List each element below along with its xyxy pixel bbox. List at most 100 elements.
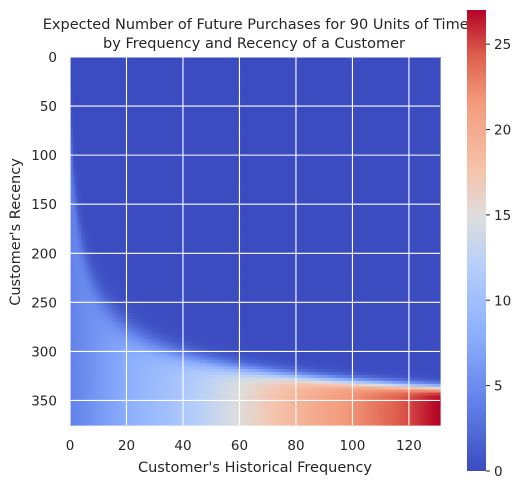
heatmap-cell	[123, 83, 128, 88]
heatmap-cell	[78, 68, 82, 73]
heatmap-cell	[394, 86, 399, 90]
heatmap-cell	[233, 107, 238, 111]
heatmap-cell	[166, 89, 170, 93]
heatmap-cell	[301, 89, 306, 93]
heatmap-cell	[346, 107, 351, 111]
heatmap-cell	[414, 71, 418, 76]
heatmap-cell	[310, 107, 314, 111]
heatmap-cell	[279, 74, 283, 79]
heatmap-cell	[380, 107, 385, 111]
heatmap-cell	[182, 68, 187, 73]
heatmap-cell	[228, 98, 232, 102]
heatmap-cell	[307, 59, 311, 64]
heatmap-cell	[146, 101, 150, 105]
heatmap-cell	[312, 107, 317, 111]
heatmap-cell	[403, 101, 407, 105]
heatmap-cell	[420, 65, 424, 70]
heatmap-cell	[242, 86, 246, 90]
heatmap-cell	[259, 65, 263, 70]
heatmap-cell	[428, 65, 433, 70]
heatmap-cell	[295, 62, 300, 67]
heatmap-cell	[247, 89, 252, 93]
heatmap-cell	[211, 101, 215, 105]
heatmap-cell	[168, 80, 173, 85]
heatmap-cell	[89, 77, 94, 82]
heatmap-cell	[109, 86, 113, 90]
heatmap-cell	[312, 98, 317, 102]
heatmap-cell	[259, 80, 263, 85]
heatmap-cell	[98, 68, 102, 73]
heatmap-cell	[95, 62, 99, 67]
heatmap-cell	[279, 59, 283, 64]
heatmap-cell	[295, 101, 300, 105]
heatmap-cell	[247, 95, 252, 99]
heatmap-cell	[239, 101, 243, 105]
heatmap-cell	[321, 101, 325, 105]
heatmap-cell	[185, 80, 190, 85]
heatmap-cell	[420, 74, 424, 79]
heatmap-cell	[98, 59, 102, 64]
heatmap-cell	[222, 59, 226, 64]
heatmap-cell	[394, 74, 399, 79]
heatmap-cell	[386, 62, 390, 67]
heatmap-cell	[411, 107, 416, 111]
heatmap-cell	[222, 74, 226, 79]
heatmap-cell	[120, 109, 125, 114]
heatmap-cell	[301, 71, 306, 76]
heatmap-cell	[250, 74, 255, 79]
heatmap-cell	[349, 101, 354, 105]
heatmap-cell	[360, 83, 365, 88]
heatmap-cell	[389, 86, 393, 90]
heatmap-cell	[157, 57, 161, 61]
heatmap-cell	[394, 95, 399, 99]
heatmap-cell	[417, 80, 421, 85]
heatmap-cell	[290, 65, 294, 70]
heatmap-cell	[253, 86, 258, 90]
heatmap-cell	[408, 98, 413, 102]
heatmap-cell	[304, 101, 308, 105]
heatmap-cell	[89, 65, 94, 70]
heatmap-cell	[199, 57, 204, 61]
heatmap-cell	[163, 59, 167, 64]
heatmap-cell	[281, 65, 286, 70]
heatmap-cell	[120, 98, 125, 102]
heatmap-cell	[157, 101, 161, 105]
heatmap-cell	[182, 86, 187, 90]
heatmap-cell	[259, 101, 263, 105]
heatmap-cell	[431, 74, 435, 79]
heatmap-cell	[208, 95, 212, 99]
heatmap-cell	[298, 77, 303, 82]
heatmap-cell	[202, 98, 207, 102]
heatmap-cell	[397, 95, 402, 99]
heatmap-cell	[352, 80, 356, 85]
heatmap-cell	[70, 89, 74, 93]
heatmap-cell	[230, 92, 235, 96]
heatmap-cell	[406, 101, 410, 105]
heatmap-cell	[380, 95, 385, 99]
heatmap-cell	[75, 65, 80, 70]
heatmap-cell	[366, 89, 370, 93]
heatmap-cell	[228, 59, 232, 64]
heatmap-cell	[205, 77, 209, 82]
heatmap-cell	[154, 83, 159, 88]
heatmap-cell	[86, 109, 91, 114]
heatmap-cell	[202, 80, 207, 85]
heatmap-cell	[360, 107, 365, 111]
heatmap-cell	[428, 89, 433, 93]
heatmap-cell	[205, 98, 209, 102]
heatmap-cell	[315, 57, 320, 61]
heatmap-cell	[437, 62, 441, 67]
heatmap-cell	[72, 74, 77, 79]
heatmap-cell	[315, 86, 320, 90]
heatmap-cell	[143, 68, 147, 73]
heatmap-cell	[298, 92, 303, 96]
heatmap-cell	[103, 98, 108, 102]
heatmap-cell	[264, 83, 269, 88]
heatmap-cell	[341, 83, 345, 88]
heatmap-cell	[151, 107, 156, 111]
heatmap-cell	[301, 107, 306, 111]
heatmap-cell	[103, 101, 108, 105]
heatmap-cell	[174, 107, 178, 111]
heatmap-cell	[92, 59, 97, 64]
heatmap-cell	[103, 83, 108, 88]
